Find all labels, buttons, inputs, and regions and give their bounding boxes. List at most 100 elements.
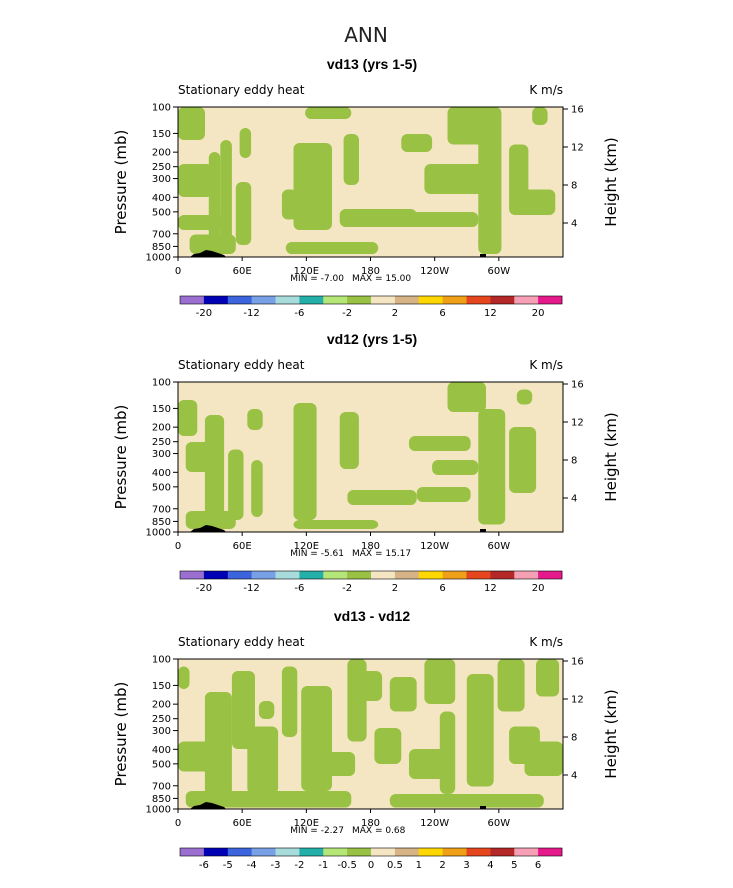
x-tick-label: 0 <box>175 541 181 552</box>
colorbar: -20 -12 -6 -2 2 6 12 20 <box>179 570 563 594</box>
x-tick-label: 60E <box>233 266 252 277</box>
x-tick-label: 180 <box>361 818 380 829</box>
y-tick-label: 850 <box>152 242 171 253</box>
colorbar-swatch <box>347 571 372 579</box>
contour-region <box>178 107 205 140</box>
field-label: Stationary eddy heat <box>178 635 305 649</box>
contour-region <box>516 189 556 215</box>
y-tick-label: 200 <box>152 423 171 434</box>
topography-mask <box>480 806 486 809</box>
x-tick-label: 60W <box>488 818 511 829</box>
colorbar-swatch <box>180 848 205 856</box>
colorbar-swatch <box>180 296 205 304</box>
contour-region <box>478 134 502 250</box>
min-value: MIN = -5.61 <box>290 549 344 559</box>
colorbar-swatch <box>227 848 252 856</box>
contour-region <box>509 427 537 493</box>
colorbar-swatch <box>442 848 467 856</box>
colorbar-swatch <box>347 296 372 304</box>
y-tick-label: 400 <box>152 468 171 479</box>
colorbar-swatch <box>299 848 324 856</box>
y-right-tick-label: 16 <box>571 105 584 116</box>
contour-region <box>389 677 417 712</box>
contour-fills <box>178 107 556 254</box>
contour-region <box>401 134 433 152</box>
colorbar-swatch <box>466 848 491 856</box>
contour-region <box>478 409 506 525</box>
y-tick-label: 400 <box>152 745 171 756</box>
colorbar-swatch <box>180 571 205 579</box>
colorbar-label: -2 <box>342 308 352 319</box>
colorbar-label: -6 <box>294 583 304 594</box>
colorbar-label: -20 <box>196 308 212 319</box>
y-right-tick-label: 16 <box>571 380 584 391</box>
contour-region <box>447 382 486 412</box>
y-tick-label: 250 <box>152 714 171 725</box>
contour-region <box>293 472 309 510</box>
contour-region <box>178 400 198 436</box>
contour-region <box>281 666 298 737</box>
colorbar-swatch <box>251 296 276 304</box>
x-tick-label: 0 <box>175 818 181 829</box>
colorbar-label: -5 <box>223 860 233 871</box>
colorbar-swatch <box>275 571 300 579</box>
contour-region <box>532 107 548 125</box>
colorbar-swatch <box>203 571 229 579</box>
y-axis-title: Pressure (mb) <box>112 130 130 235</box>
colorbar-swatch <box>275 848 300 856</box>
y-right-axis-title: Height (km) <box>602 137 620 226</box>
colorbar-swatch <box>538 848 563 856</box>
y-tick-label: 700 <box>152 229 171 240</box>
colorbar-swatch <box>490 296 515 304</box>
y-right-axis-title: Height (km) <box>602 689 620 778</box>
contour-region <box>424 659 456 704</box>
colorbar-label: 12 <box>484 583 497 594</box>
y-tick-label: 850 <box>152 517 171 528</box>
y-tick-label: 1000 <box>146 805 171 816</box>
y-tick-label: 300 <box>152 726 171 737</box>
plot-background <box>178 107 563 257</box>
colorbar: -6 -5 -4 -3 -2 -1 -0.5 0 0.5 1 2 3 4 5 6 <box>179 847 563 871</box>
x-tick-label: 60E <box>233 818 252 829</box>
contour-region <box>524 741 563 776</box>
colorbar-swatch <box>394 848 420 856</box>
y-tick-label: 500 <box>152 759 171 770</box>
contour-region <box>178 666 190 689</box>
colorbar-label: 0 <box>368 860 374 871</box>
contour-region <box>324 752 356 776</box>
colorbar-swatch <box>251 571 276 579</box>
x-tick-label: 0 <box>175 266 181 277</box>
colorbar-label: -20 <box>196 583 212 594</box>
x-tick-label: 60W <box>488 266 511 277</box>
colorbar-label: 6 <box>439 583 445 594</box>
topography-mask <box>480 529 486 532</box>
y-tick-label: 100 <box>152 103 171 114</box>
colorbar-label: -6 <box>199 860 209 871</box>
colorbar-swatch <box>347 848 372 856</box>
colorbar-label: 4 <box>487 860 493 871</box>
colorbar-swatch <box>323 571 348 579</box>
colorbar-swatch <box>227 296 252 304</box>
panel-title: vd13 - vd12 <box>334 608 410 624</box>
contour-region <box>439 711 456 794</box>
colorbar-swatch <box>203 848 229 856</box>
y-tick-label: 1000 <box>146 528 171 539</box>
y-right-tick-label: 16 <box>571 657 584 668</box>
topography-mask <box>190 250 226 257</box>
contour-region <box>204 415 225 520</box>
y-right-tick-label: 12 <box>571 143 584 154</box>
y-tick-label: 150 <box>152 129 171 140</box>
colorbar-label: -0.5 <box>337 860 357 871</box>
colorbar-frame <box>179 295 563 305</box>
colorbar-label: 1 <box>416 860 422 871</box>
x-tick-label: 120W <box>420 818 449 829</box>
y-tick-label: 200 <box>152 700 171 711</box>
y-tick-label: 300 <box>152 449 171 460</box>
colorbar-label: -6 <box>294 308 304 319</box>
colorbar-swatch <box>299 571 324 579</box>
x-tick-label: 120W <box>420 541 449 552</box>
contour-region <box>301 686 332 791</box>
units-label: K m/s <box>529 358 563 372</box>
colorbar-frame <box>179 847 563 857</box>
colorbar: -20 -12 -6 -2 2 6 12 20 <box>179 295 563 319</box>
